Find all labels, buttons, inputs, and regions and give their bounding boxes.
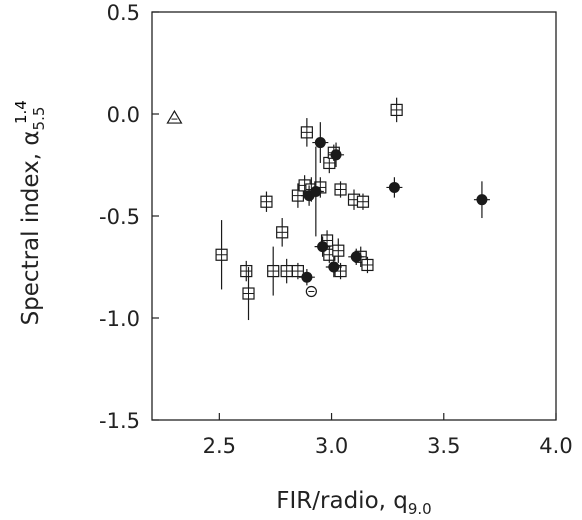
open-circle-marker: [305, 285, 317, 298]
y-tick-label: 0.5: [107, 1, 140, 25]
x-tick-label: 3.5: [427, 434, 460, 458]
square-plus-marker: [267, 264, 280, 278]
x-axis-title-main: FIR/radio, q: [276, 488, 408, 514]
filled-circle-marker: [310, 186, 322, 198]
x-axis-title-subscript: 9.0: [408, 500, 432, 518]
x-axis-ticks: 2.5 3.0 3.5 4.0: [203, 413, 573, 458]
y-axis-ticks: 0.5 0.0 -0.5 -1.0 -1.5: [99, 1, 159, 433]
filled-circle-marker: [330, 149, 342, 161]
filled-circle-marker: [476, 194, 488, 206]
open-triangle-marker: [166, 109, 183, 124]
y-axis-title-subscript: 5.5: [30, 107, 48, 131]
square-plus-marker: [215, 248, 228, 261]
y-tick-label: -1.0: [99, 307, 140, 331]
x-tick-label: 4.0: [539, 434, 572, 458]
square-plus-marker: [240, 264, 253, 278]
filled-circle-marker: [301, 271, 313, 283]
square-plus-marker: [260, 195, 273, 208]
y-tick-label: -1.5: [99, 409, 140, 433]
square-plus-marker: [332, 244, 345, 257]
y-axis-title-main: Spectral index, α: [18, 130, 44, 325]
data-markers: [166, 97, 490, 321]
y-tick-label: -0.5: [99, 205, 140, 229]
square-plus-marker: [300, 126, 313, 139]
square-plus-marker: [276, 226, 289, 239]
x-tick-label: 2.5: [203, 434, 236, 458]
plot-frame: [151, 11, 557, 421]
filled-circle-marker: [350, 251, 362, 263]
square-plus-marker: [361, 258, 374, 272]
square-plus-marker: [242, 287, 255, 300]
filled-circle-marker: [328, 261, 340, 273]
x-tick-label: 3.0: [315, 434, 348, 458]
square-plus-marker: [356, 195, 370, 208]
y-axis-title-superscript: 1.4: [12, 100, 30, 124]
square-plus-marker: [334, 183, 347, 196]
filled-circle-marker: [388, 181, 400, 193]
y-tick-label: 0.0: [107, 103, 140, 127]
filled-circle-marker: [314, 137, 326, 149]
square-plus-marker: [291, 264, 304, 278]
square-plus-marker: [390, 103, 403, 117]
filled-circle-marker: [317, 241, 329, 253]
y-axis-title: Spectral index, α5.5: [18, 107, 48, 326]
square-plus-marker: [280, 264, 293, 278]
x-axis-title: FIR/radio, q9.0: [276, 488, 431, 518]
